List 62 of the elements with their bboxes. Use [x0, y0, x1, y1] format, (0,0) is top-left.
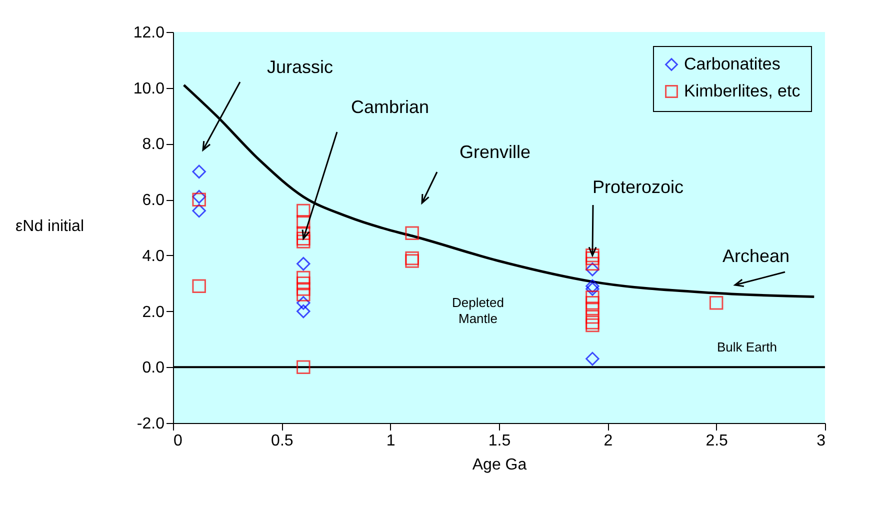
point: [192, 279, 206, 294]
y-tick-label: 10.0: [133, 80, 165, 98]
point: [586, 310, 600, 324]
point: [296, 282, 310, 296]
x-tick-label: 2.5: [706, 432, 728, 450]
point: [709, 296, 724, 310]
y-tick-label: 12.0: [133, 24, 165, 42]
y-tick-label: 8.0: [142, 136, 165, 154]
point: [192, 190, 206, 204]
point: [586, 318, 600, 332]
annotation: Proterozoic: [592, 176, 684, 197]
point: [192, 192, 206, 206]
y-axis-title: εNd initial: [16, 218, 84, 235]
point: [586, 248, 600, 262]
annotation: Jurassic: [266, 56, 334, 77]
legend-label: Carbonatites: [684, 54, 780, 74]
x-axis-title: Age Ga: [472, 456, 527, 474]
point: [192, 164, 206, 179]
point: [405, 254, 419, 268]
x-tick-label: 3: [816, 432, 826, 450]
point: [296, 234, 310, 248]
annotation: Depleted Mantle: [452, 296, 504, 326]
point: [296, 360, 310, 374]
point: [586, 302, 600, 316]
point: [586, 316, 600, 330]
point: [296, 304, 310, 318]
x-tick-label: 1.5: [488, 432, 511, 450]
y-tick-label: 2.0: [142, 304, 165, 321]
point: [586, 290, 600, 304]
point: [296, 232, 310, 246]
point: [586, 282, 600, 296]
point: [405, 251, 419, 266]
point: [586, 279, 600, 294]
y-tick-label: 0.0: [142, 360, 165, 377]
point: [296, 276, 310, 290]
annotation: Archean: [722, 246, 790, 266]
point: [296, 226, 310, 240]
point: [586, 256, 600, 271]
point: [296, 215, 310, 229]
y-tick-label: 6.0: [142, 192, 165, 210]
x-tick-label: 1: [386, 432, 396, 450]
legend-label: Kimberlites, etc: [684, 82, 801, 100]
point: [296, 270, 310, 285]
x-tick-label: 2: [604, 432, 613, 450]
point: [586, 251, 600, 266]
point: [296, 296, 310, 310]
point: [586, 352, 600, 366]
point: [296, 204, 310, 218]
point: [296, 256, 310, 271]
annotation: Grenville: [459, 142, 531, 162]
annotation: Cambrian: [350, 96, 430, 117]
y-tick-label: 4.0: [142, 248, 165, 265]
point: [296, 288, 310, 302]
x-tick-label: 0: [174, 432, 182, 450]
line-series: [182, 84, 816, 298]
point: [192, 204, 206, 218]
x-tick-label: 0.5: [271, 432, 294, 450]
point: [586, 262, 600, 276]
point: [586, 296, 600, 310]
y-tick-label: -2.0: [136, 416, 165, 432]
annotation: Bulk Earth: [717, 339, 777, 354]
point: [405, 226, 419, 240]
